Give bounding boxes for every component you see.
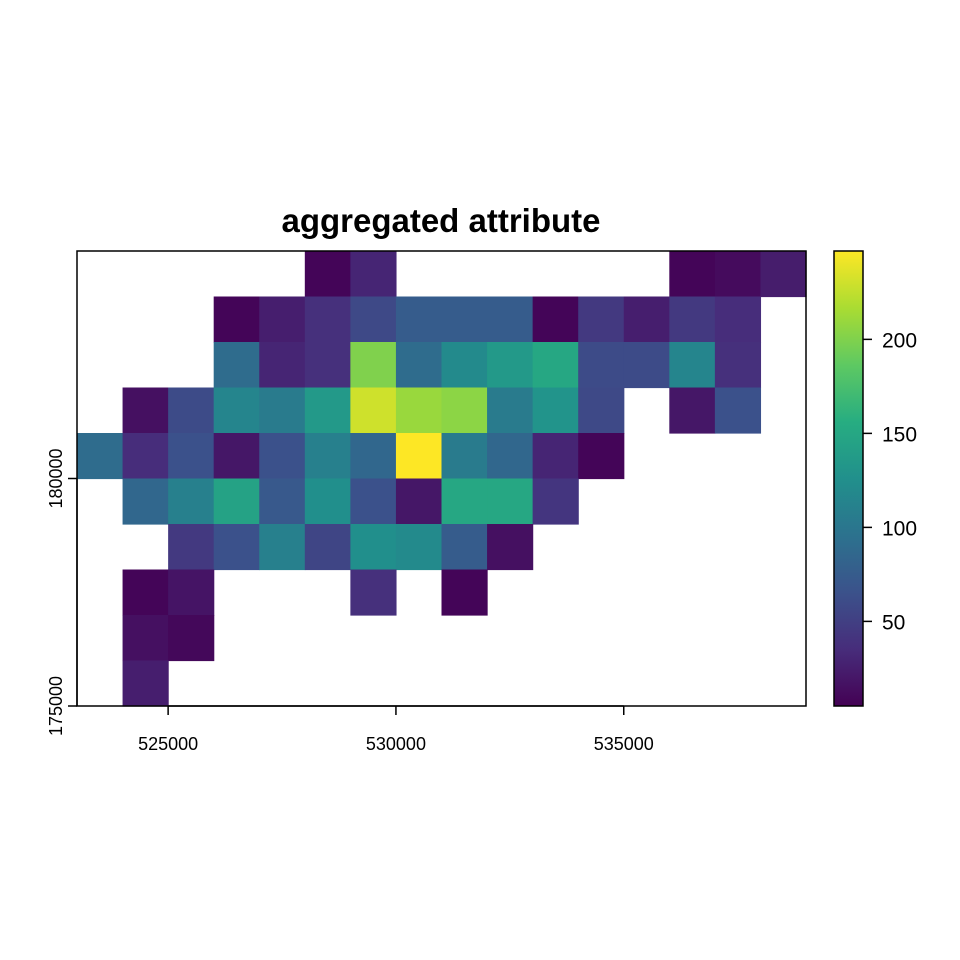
color-legend: 50 100 150 200 xyxy=(833,250,917,707)
raster-cells xyxy=(77,251,807,707)
raster-cell xyxy=(760,251,807,298)
raster-cell xyxy=(395,296,443,343)
raster-cell xyxy=(487,478,534,525)
raster-cell xyxy=(714,342,762,389)
x-tick-label: 525000 xyxy=(138,734,198,754)
raster-cell xyxy=(623,296,670,343)
raster-cell xyxy=(487,524,534,571)
raster-cell xyxy=(487,296,534,343)
raster-cell xyxy=(259,387,306,434)
raster-cell xyxy=(213,478,260,525)
raster-cell xyxy=(122,478,169,525)
raster-cell xyxy=(441,387,488,434)
raster-cell xyxy=(395,524,443,571)
raster-cell xyxy=(350,569,397,616)
raster-cell xyxy=(441,342,488,389)
raster-cell xyxy=(77,433,124,480)
raster-cell xyxy=(350,433,397,480)
raster-cell xyxy=(304,433,351,480)
raster-cell xyxy=(532,478,579,525)
raster-cell xyxy=(350,387,397,434)
raster-cell xyxy=(304,524,351,571)
raster-cell xyxy=(168,569,215,616)
raster-cell xyxy=(122,569,169,616)
raster-cell xyxy=(259,296,306,343)
raster-cell xyxy=(122,615,169,662)
raster-cell xyxy=(532,296,579,343)
raster-cell xyxy=(213,524,260,571)
raster-cell xyxy=(395,433,443,480)
raster-cell xyxy=(669,387,716,434)
raster-cell xyxy=(395,387,443,434)
raster-cell xyxy=(441,478,488,525)
raster-cell xyxy=(487,387,534,434)
raster-cell xyxy=(578,433,625,480)
chart-title: aggregated attribute xyxy=(281,202,600,239)
raster-cell xyxy=(669,251,716,298)
legend-ticks: 50 100 150 200 xyxy=(863,329,917,634)
legend-color-bar xyxy=(833,250,864,707)
raster-cell xyxy=(304,342,351,389)
y-tick-label: 175000 xyxy=(46,676,66,736)
raster-cell xyxy=(168,433,215,480)
raster-cell xyxy=(122,433,169,480)
raster-cell xyxy=(213,387,260,434)
raster-cell xyxy=(304,387,351,434)
legend-tick-label: 200 xyxy=(882,329,917,352)
raster-cell xyxy=(532,433,579,480)
raster-cell xyxy=(578,387,625,434)
raster-cell xyxy=(213,296,260,343)
raster-cell xyxy=(487,433,534,480)
raster-cell xyxy=(578,296,625,343)
raster-cell xyxy=(350,342,397,389)
raster-cell xyxy=(168,478,215,525)
raster-cell xyxy=(168,615,215,662)
raster-cell xyxy=(259,342,306,389)
legend-tick-label: 50 xyxy=(882,611,905,634)
raster-cell xyxy=(213,433,260,480)
raster-cell xyxy=(441,433,488,480)
raster-cell xyxy=(350,296,397,343)
raster-cell xyxy=(168,387,215,434)
raster-cell xyxy=(350,478,397,525)
raster-cell xyxy=(714,296,762,343)
raster-cell xyxy=(395,478,443,525)
y-tick-label: 180000 xyxy=(46,448,66,508)
raster-cell xyxy=(441,569,488,616)
raster-cell xyxy=(441,296,488,343)
x-tick-label: 535000 xyxy=(594,734,654,754)
raster-cell xyxy=(168,524,215,571)
raster-cell xyxy=(304,251,351,298)
raster-cell xyxy=(714,387,762,434)
raster-cell xyxy=(669,342,716,389)
raster-cell xyxy=(259,478,306,525)
raster-cell xyxy=(213,342,260,389)
legend-tick-label: 150 xyxy=(882,423,917,446)
raster-cell xyxy=(714,251,762,298)
raster-cell xyxy=(350,251,397,298)
raster-cell xyxy=(350,524,397,571)
raster-cell xyxy=(532,387,579,434)
x-axis: 525000 530000 535000 xyxy=(138,705,654,754)
raster-cell xyxy=(259,524,306,571)
y-axis: 175000 180000 xyxy=(46,448,78,736)
x-tick-label: 530000 xyxy=(366,734,426,754)
raster-cell xyxy=(487,342,534,389)
raster-cell xyxy=(259,433,306,480)
raster-cell xyxy=(623,342,670,389)
raster-cell xyxy=(532,342,579,389)
raster-cell xyxy=(669,296,716,343)
raster-cell xyxy=(304,478,351,525)
raster-cell xyxy=(122,660,169,707)
legend-tick-label: 100 xyxy=(882,517,917,540)
raster-cell xyxy=(578,342,625,389)
raster-cell xyxy=(395,342,443,389)
raster-cell xyxy=(441,524,488,571)
raster-cell xyxy=(122,387,169,434)
raster-cell xyxy=(304,296,351,343)
